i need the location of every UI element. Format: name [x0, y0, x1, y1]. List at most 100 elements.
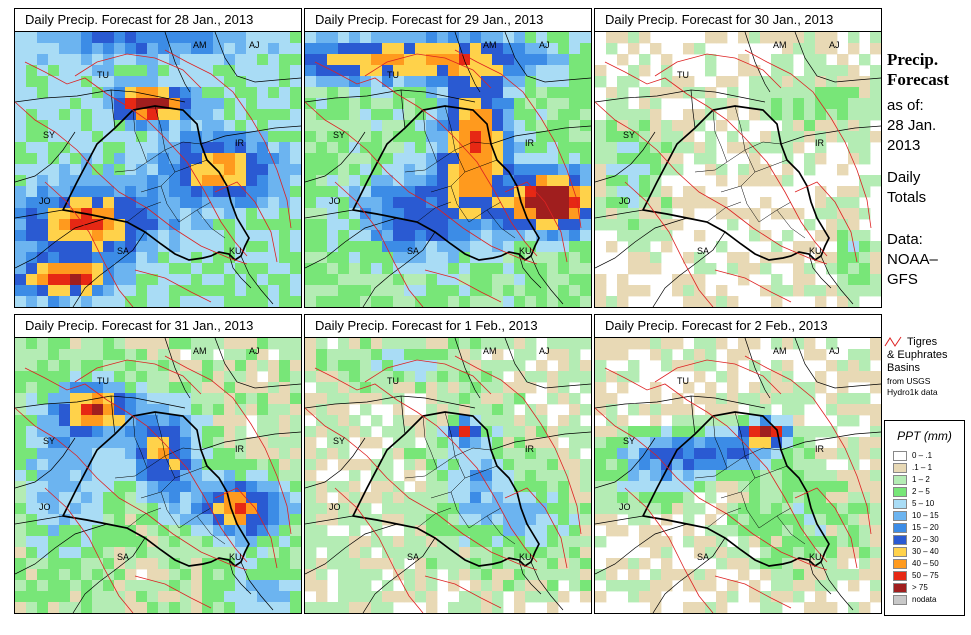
country-label: AM [483, 346, 497, 356]
country-label: AJ [539, 346, 550, 356]
as-of-value: 2013 [887, 137, 921, 154]
totals-line: Daily [887, 169, 921, 186]
sidebar-title: Precip. Forecast [887, 50, 949, 90]
country-label: AJ [539, 40, 550, 50]
country-label: JO [329, 196, 341, 206]
map-panel-30-jan: Daily Precip. Forecast for 30 Jan., 2013… [594, 8, 882, 308]
legend-swatch [893, 451, 907, 461]
country-borders [595, 338, 881, 613]
country-label: JO [619, 196, 631, 206]
legend-title: PPT (mm) [897, 429, 952, 443]
country-borders [305, 338, 591, 613]
country-label: AJ [249, 346, 260, 356]
iraq-border [61, 411, 250, 568]
country-label: JO [39, 502, 51, 512]
country-label: TU [677, 70, 689, 80]
ppt-legend: PPT (mm) 0 – .1 .1 – 1 1 – 2 2 – 5 5 – 10 10 … [884, 420, 965, 616]
panel-title: Daily Precip. Forecast for 31 Jan., 2013 [15, 315, 301, 338]
country-borders [595, 32, 881, 307]
legend-swatch [893, 463, 907, 473]
legend-swatch [893, 487, 907, 497]
country-label: AM [773, 346, 787, 356]
legend-swatch [893, 475, 907, 485]
legend-swatch [893, 571, 907, 581]
country-label: IR [235, 444, 245, 454]
basin-source: from USGS Hydro1k data [887, 376, 938, 398]
country-label: TU [97, 70, 109, 80]
country-label: SA [407, 246, 419, 256]
country-label: SA [117, 552, 129, 562]
panel-title: Daily Precip. Forecast for 28 Jan., 2013 [15, 9, 301, 32]
country-label: SA [697, 552, 709, 562]
legend-swatch [893, 499, 907, 509]
country-label: AM [483, 40, 497, 50]
precip-map-2-feb: AM AJ TU SY IR JO SA KU [595, 338, 881, 613]
totals-line: Totals [887, 189, 927, 206]
country-label: SY [43, 436, 55, 446]
country-label: JO [619, 502, 631, 512]
country-borders [15, 338, 301, 613]
precip-grid [595, 338, 881, 613]
country-label: TU [677, 376, 689, 386]
legend-label: 2 – 5 [912, 487, 930, 496]
precip-map-30-jan: AM AJ TU SY IR JO SA KU [595, 32, 881, 307]
basin-label: Basins [887, 362, 921, 374]
legend-swatch [893, 535, 907, 545]
country-label: AJ [829, 346, 840, 356]
country-label: SY [333, 436, 345, 446]
country-label: IR [235, 138, 245, 148]
precip-map-1-feb: AM AJ TU SY IR JO SA KU [305, 338, 591, 613]
legend-swatch [893, 547, 907, 557]
tigris-euphrates-basin-lines [595, 355, 872, 613]
as-of-date: as of: 28 Jan. 2013 [887, 96, 936, 156]
precip-grid [305, 32, 591, 307]
country-label: TU [97, 376, 109, 386]
panel-title: Daily Precip. Forecast for 29 Jan., 2013 [305, 9, 591, 32]
country-label: SY [623, 130, 635, 140]
precip-map-28-jan: AM AJ TU SY IR JO SA KU [15, 32, 301, 307]
tigris-euphrates-basin-lines [305, 49, 582, 307]
country-label: IR [815, 444, 825, 454]
tigris-euphrates-basin-lines [305, 355, 582, 613]
legend-label: 50 – 75 [912, 571, 939, 580]
country-label: TU [387, 70, 399, 80]
legend-label: 20 – 30 [912, 535, 939, 544]
map-panel-29-jan: Daily Precip. Forecast for 29 Jan., 2013… [304, 8, 592, 308]
country-label: JO [329, 502, 341, 512]
country-borders [15, 32, 301, 307]
country-borders [305, 32, 591, 307]
precip-grid [15, 338, 301, 613]
country-label: KU [229, 246, 242, 256]
title-line: Precip. [887, 50, 939, 69]
country-label: SA [117, 246, 129, 256]
panel-title: Daily Precip. Forecast for 1 Feb., 2013 [305, 315, 591, 338]
country-label: KU [229, 552, 242, 562]
country-label: SY [623, 436, 635, 446]
legend-swatch [893, 511, 907, 521]
country-label: SA [407, 552, 419, 562]
country-label: SY [43, 130, 55, 140]
iraq-border [61, 105, 250, 262]
map-panel-2-feb: Daily Precip. Forecast for 2 Feb., 2013 … [594, 314, 882, 614]
country-label: TU [387, 376, 399, 386]
legend-label: 10 – 15 [912, 511, 939, 520]
legend-label: 40 – 50 [912, 559, 939, 568]
tigris-euphrates-basin-lines [15, 49, 292, 307]
legend-swatch [893, 523, 907, 533]
precip-grid [305, 338, 591, 613]
legend-swatch [893, 595, 907, 605]
basin-label: Tigres [907, 336, 938, 348]
country-label: AM [193, 346, 207, 356]
legend-label: 0 – .1 [912, 451, 933, 460]
legend-label: 30 – 40 [912, 547, 939, 556]
country-label: AJ [249, 40, 260, 50]
iraq-border [641, 105, 830, 262]
iraq-border [641, 411, 830, 568]
country-label: AM [193, 40, 207, 50]
tigris-euphrates-basin-lines [595, 49, 872, 307]
legend-swatch [893, 583, 907, 593]
iraq-border [351, 411, 540, 568]
totals-label: Daily Totals [887, 168, 926, 208]
precip-map-29-jan: AM AJ TU SY IR JO SA KU [305, 32, 591, 307]
legend-label: nodata [912, 595, 937, 604]
